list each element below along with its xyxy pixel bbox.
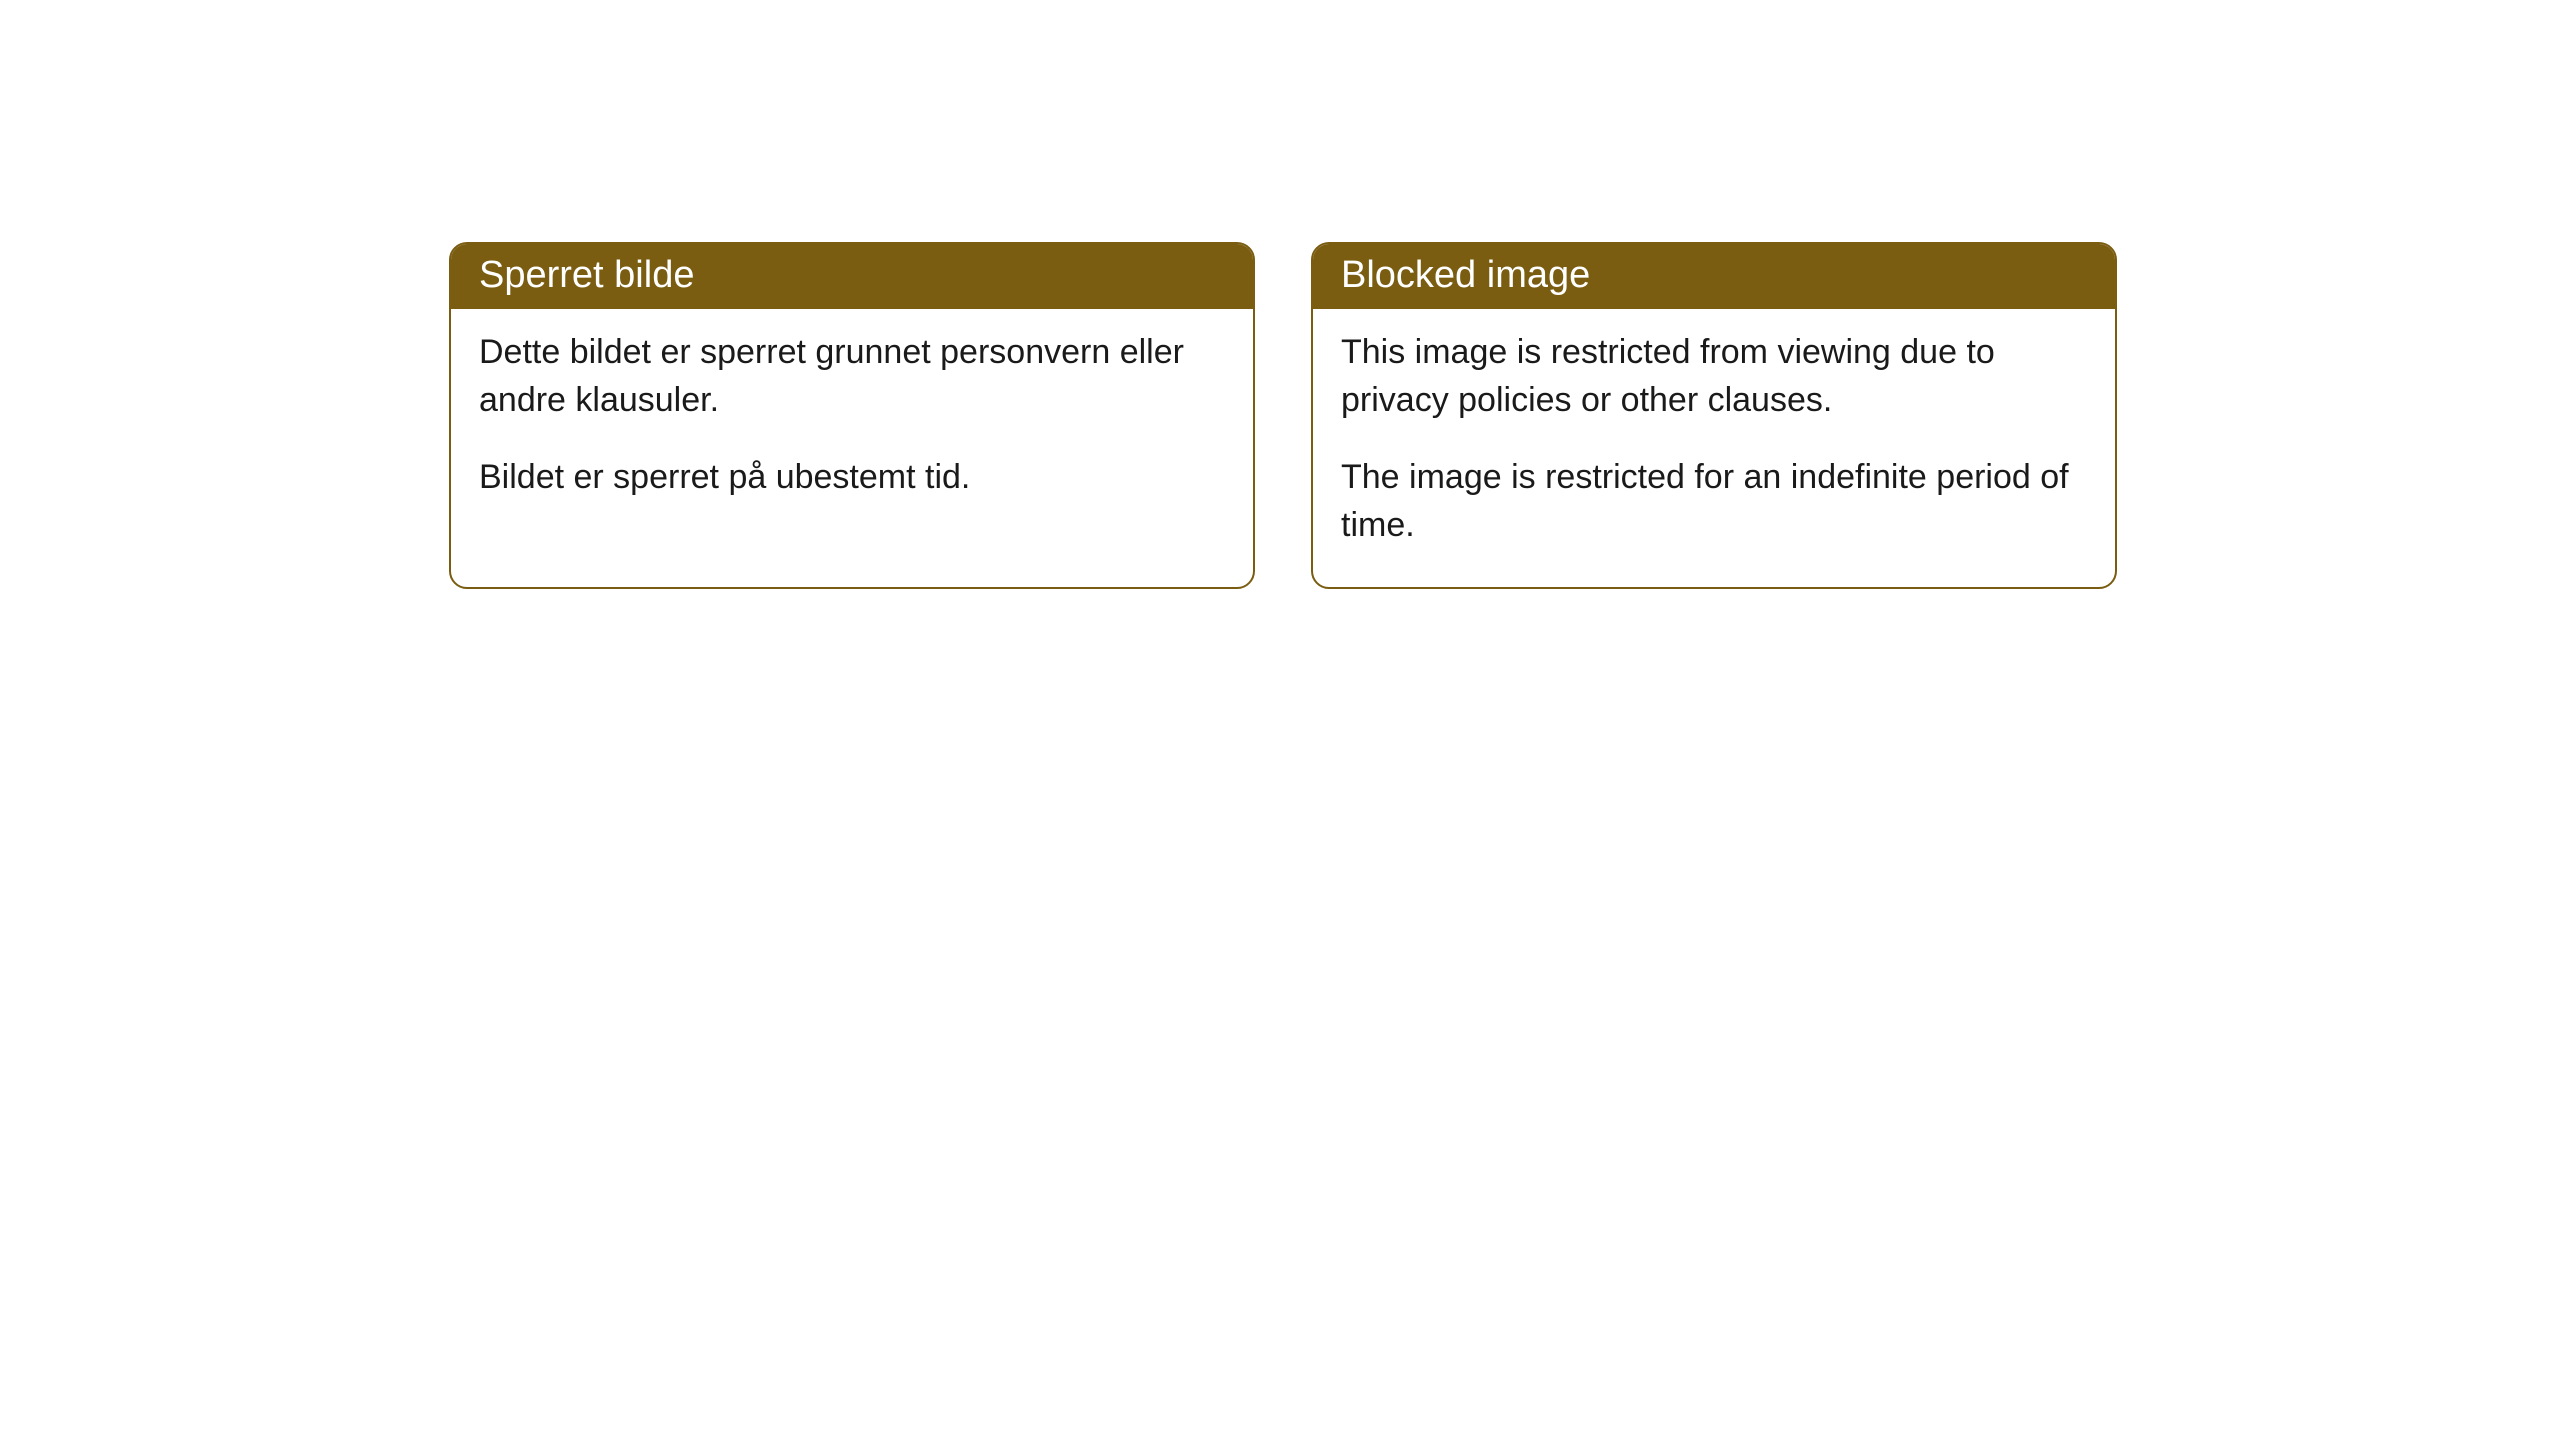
card-body-en: This image is restricted from viewing du… — [1313, 309, 2115, 587]
notice-cards-container: Sperret bilde Dette bildet er sperret gr… — [449, 242, 2117, 589]
card-text-no-1: Dette bildet er sperret grunnet personve… — [479, 329, 1225, 424]
card-text-en-2: The image is restricted for an indefinit… — [1341, 454, 2087, 549]
card-header-no: Sperret bilde — [451, 244, 1253, 309]
card-body-no: Dette bildet er sperret grunnet personve… — [451, 309, 1253, 540]
card-header-en: Blocked image — [1313, 244, 2115, 309]
blocked-image-card-no: Sperret bilde Dette bildet er sperret gr… — [449, 242, 1255, 589]
blocked-image-card-en: Blocked image This image is restricted f… — [1311, 242, 2117, 589]
card-text-en-1: This image is restricted from viewing du… — [1341, 329, 2087, 424]
card-text-no-2: Bildet er sperret på ubestemt tid. — [479, 454, 1225, 502]
